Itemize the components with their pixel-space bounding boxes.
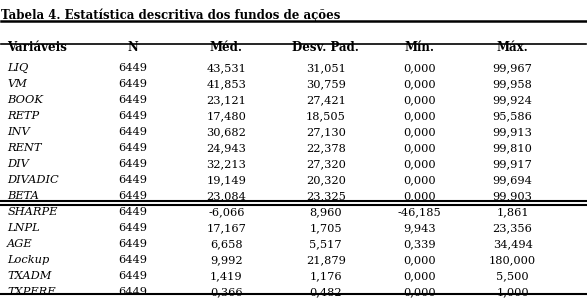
Text: 180,000: 180,000 xyxy=(489,255,536,265)
Text: 0,000: 0,000 xyxy=(403,287,436,297)
Text: AGE: AGE xyxy=(7,239,33,249)
Text: 27,320: 27,320 xyxy=(306,159,346,169)
Text: BETA: BETA xyxy=(7,191,39,201)
Text: 0,000: 0,000 xyxy=(403,111,436,121)
Text: 99,913: 99,913 xyxy=(492,127,532,137)
Text: 6449: 6449 xyxy=(119,271,147,281)
Text: 6449: 6449 xyxy=(119,143,147,153)
Text: 5,500: 5,500 xyxy=(496,271,529,281)
Text: BOOK: BOOK xyxy=(7,95,43,105)
Text: DIVADIC: DIVADIC xyxy=(7,175,59,185)
Text: 21,879: 21,879 xyxy=(306,255,346,265)
Text: 0,000: 0,000 xyxy=(403,79,436,89)
Text: 34,494: 34,494 xyxy=(492,239,532,249)
Text: Méd.: Méd. xyxy=(210,42,243,54)
Text: 6449: 6449 xyxy=(119,239,147,249)
Text: N: N xyxy=(127,42,138,54)
Text: 0,000: 0,000 xyxy=(403,127,436,137)
Text: 19,149: 19,149 xyxy=(207,175,247,185)
Text: SHARPE: SHARPE xyxy=(7,207,58,217)
Text: 23,325: 23,325 xyxy=(306,191,346,201)
Text: 6,658: 6,658 xyxy=(210,239,242,249)
Text: 22,378: 22,378 xyxy=(306,143,346,153)
Text: 6449: 6449 xyxy=(119,63,147,73)
Text: 18,505: 18,505 xyxy=(306,111,346,121)
Text: 99,903: 99,903 xyxy=(492,191,532,201)
Text: VM: VM xyxy=(7,79,27,89)
Text: 1,861: 1,861 xyxy=(496,207,529,217)
Text: 6449: 6449 xyxy=(119,95,147,105)
Text: 41,853: 41,853 xyxy=(207,79,247,89)
Text: 0,000: 0,000 xyxy=(403,63,436,73)
Text: 6449: 6449 xyxy=(119,111,147,121)
Text: 23,084: 23,084 xyxy=(207,191,247,201)
Text: RENT: RENT xyxy=(7,143,42,153)
Text: 6449: 6449 xyxy=(119,79,147,89)
Text: -6,066: -6,066 xyxy=(208,207,245,217)
Text: 0,000: 0,000 xyxy=(403,255,436,265)
Text: 0,000: 0,000 xyxy=(403,143,436,153)
Text: 95,586: 95,586 xyxy=(492,111,532,121)
Text: 0,366: 0,366 xyxy=(210,287,242,297)
Text: 6449: 6449 xyxy=(119,159,147,169)
Text: 0,000: 0,000 xyxy=(403,95,436,105)
Text: 99,694: 99,694 xyxy=(492,175,532,185)
Text: 27,130: 27,130 xyxy=(306,127,346,137)
Text: Máx.: Máx. xyxy=(497,42,528,54)
Text: 6449: 6449 xyxy=(119,255,147,265)
Text: 0,000: 0,000 xyxy=(403,271,436,281)
Text: 9,992: 9,992 xyxy=(210,255,242,265)
Text: INV: INV xyxy=(7,127,30,137)
Text: 6449: 6449 xyxy=(119,191,147,201)
Text: 5,517: 5,517 xyxy=(309,239,342,249)
Text: 6449: 6449 xyxy=(119,287,147,297)
Text: 27,421: 27,421 xyxy=(306,95,346,105)
Text: 99,924: 99,924 xyxy=(492,95,532,105)
Text: 23,356: 23,356 xyxy=(492,223,532,233)
Text: 6449: 6449 xyxy=(119,207,147,217)
Text: 43,531: 43,531 xyxy=(207,63,247,73)
Text: -46,185: -46,185 xyxy=(397,207,441,217)
Text: 1,419: 1,419 xyxy=(210,271,242,281)
Text: 24,943: 24,943 xyxy=(207,143,247,153)
Text: Tabela 4. Estatística descritiva dos fundos de ações: Tabela 4. Estatística descritiva dos fun… xyxy=(1,9,341,22)
Text: LIQ: LIQ xyxy=(7,63,29,73)
Text: 1,705: 1,705 xyxy=(309,223,342,233)
Text: 99,917: 99,917 xyxy=(492,159,532,169)
Text: 6449: 6449 xyxy=(119,175,147,185)
Text: 6449: 6449 xyxy=(119,223,147,233)
Text: Mín.: Mín. xyxy=(404,42,434,54)
Text: 9,943: 9,943 xyxy=(403,223,436,233)
Text: 0,000: 0,000 xyxy=(403,175,436,185)
Text: Desv. Pad.: Desv. Pad. xyxy=(292,42,359,54)
Text: 99,958: 99,958 xyxy=(492,79,532,89)
Text: TXADM: TXADM xyxy=(7,271,52,281)
Text: 0,000: 0,000 xyxy=(403,191,436,201)
Text: 32,213: 32,213 xyxy=(207,159,247,169)
Text: 6449: 6449 xyxy=(119,127,147,137)
Text: TXPERF: TXPERF xyxy=(7,287,55,297)
Text: 23,121: 23,121 xyxy=(207,95,247,105)
Text: 0,482: 0,482 xyxy=(309,287,342,297)
Text: 31,051: 31,051 xyxy=(306,63,346,73)
Text: 30,682: 30,682 xyxy=(207,127,247,137)
Text: 17,480: 17,480 xyxy=(207,111,247,121)
Text: 8,960: 8,960 xyxy=(309,207,342,217)
Text: 0,339: 0,339 xyxy=(403,239,436,249)
Text: 1,176: 1,176 xyxy=(309,271,342,281)
Text: 0,000: 0,000 xyxy=(403,159,436,169)
Text: LNPL: LNPL xyxy=(7,223,40,233)
Text: Variáveis: Variáveis xyxy=(7,42,67,54)
Text: DIV: DIV xyxy=(7,159,29,169)
Text: 99,810: 99,810 xyxy=(492,143,532,153)
Text: 17,167: 17,167 xyxy=(207,223,247,233)
Text: 99,967: 99,967 xyxy=(492,63,532,73)
Text: Lockup: Lockup xyxy=(7,255,49,265)
Text: 30,759: 30,759 xyxy=(306,79,346,89)
Text: 1,000: 1,000 xyxy=(496,287,529,297)
Text: 20,320: 20,320 xyxy=(306,175,346,185)
Text: RETP: RETP xyxy=(7,111,39,121)
